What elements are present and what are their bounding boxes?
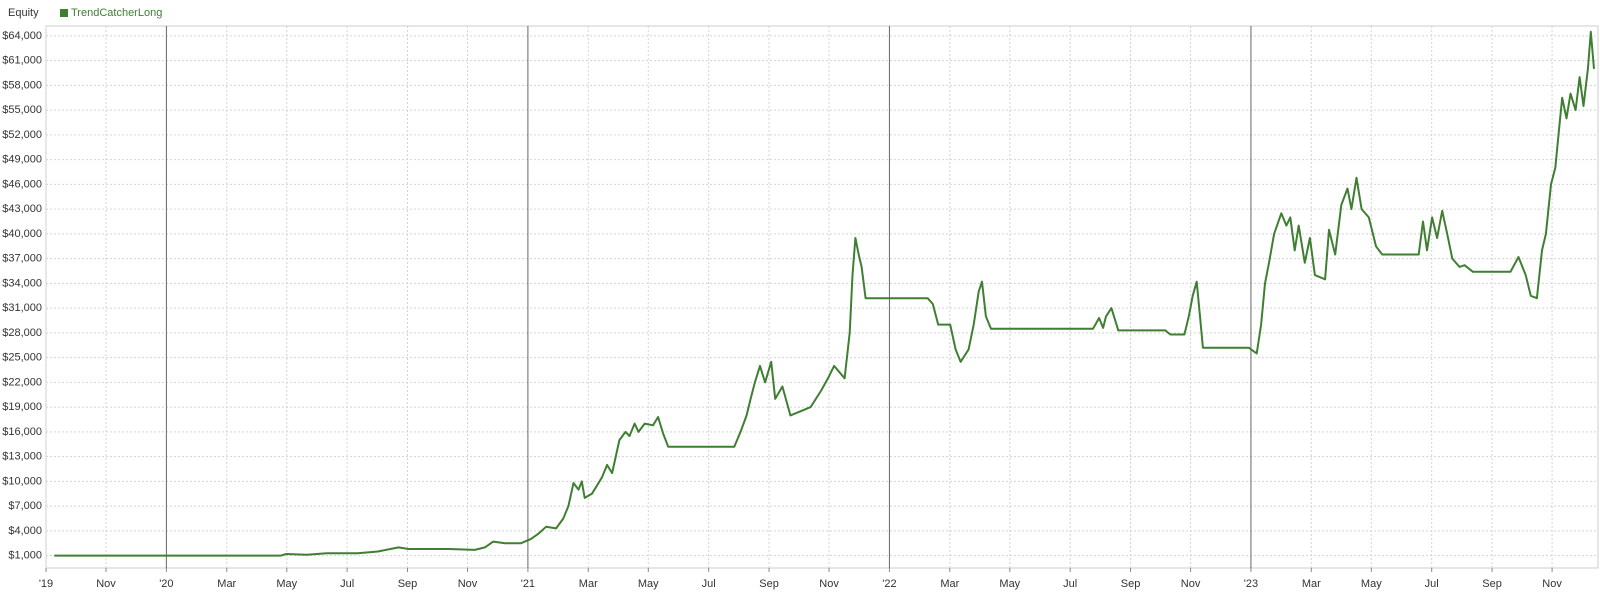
y-tick-label: $43,000	[2, 203, 42, 215]
y-tick-label: $37,000	[2, 253, 42, 265]
y-tick-label: $52,000	[2, 129, 42, 141]
x-tick-label: May	[999, 578, 1020, 590]
x-tick-label: Sep	[759, 578, 779, 590]
x-tick-label: '19	[39, 578, 53, 590]
x-tick-label: Jul	[1063, 578, 1077, 590]
x-tick-label: Nov	[1181, 578, 1201, 590]
y-tick-label: $34,000	[2, 277, 42, 289]
y-tick-label: $31,000	[2, 302, 42, 314]
y-tick-label: $22,000	[2, 376, 42, 388]
x-tick-label: Nov	[96, 578, 116, 590]
x-tick-label: Mar	[217, 578, 236, 590]
y-tick-label: $46,000	[2, 178, 42, 190]
y-tick-label: $40,000	[2, 228, 42, 240]
y-tick-label: $1,000	[8, 550, 42, 562]
y-tick-label: $16,000	[2, 426, 42, 438]
x-tick-label: Mar	[1302, 578, 1321, 590]
y-tick-label: $4,000	[8, 525, 42, 537]
x-tick-label: Sep	[1121, 578, 1141, 590]
x-tick-label: Nov	[1542, 578, 1562, 590]
y-tick-label: $28,000	[2, 327, 42, 339]
x-tick-label: Nov	[458, 578, 478, 590]
x-tick-label: May	[276, 578, 297, 590]
legend-label: TrendCatcherLong	[71, 7, 162, 19]
x-tick-label: '22	[882, 578, 896, 590]
x-tick-label: '23	[1244, 578, 1258, 590]
y-tick-label: $61,000	[2, 55, 42, 67]
x-tick-label: Sep	[1482, 578, 1502, 590]
y-tick-label: $58,000	[2, 79, 42, 91]
y-tick-label: $10,000	[2, 475, 42, 487]
x-tick-label: Sep	[398, 578, 418, 590]
y-tick-label: $7,000	[8, 500, 42, 512]
x-tick-label: Mar	[940, 578, 959, 590]
y-tick-label: $19,000	[2, 401, 42, 413]
y-tick-label: $55,000	[2, 104, 42, 116]
legend-swatch	[60, 9, 68, 17]
x-tick-label: Mar	[579, 578, 598, 590]
y-tick-label: $49,000	[2, 154, 42, 166]
x-tick-label: May	[1361, 578, 1382, 590]
y-tick-label: $64,000	[2, 30, 42, 42]
y-tick-label: $25,000	[2, 352, 42, 364]
x-tick-label: May	[638, 578, 659, 590]
x-tick-label: Jul	[702, 578, 716, 590]
x-tick-label: '20	[159, 578, 173, 590]
chart-title: Equity	[8, 7, 39, 19]
equity-line	[54, 30, 1595, 557]
x-tick-label: Jul	[340, 578, 354, 590]
plot-area	[45, 25, 1599, 569]
x-tick-label: Nov	[819, 578, 839, 590]
x-tick-label: Jul	[1425, 578, 1439, 590]
x-tick-label: '21	[521, 578, 535, 590]
y-tick-label: $13,000	[2, 451, 42, 463]
